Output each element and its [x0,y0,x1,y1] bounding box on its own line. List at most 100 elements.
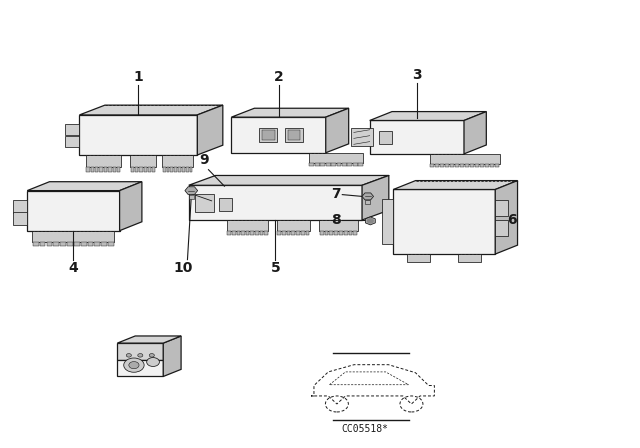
Polygon shape [79,115,197,155]
Polygon shape [120,182,142,231]
Polygon shape [370,121,464,154]
Polygon shape [178,168,181,172]
Circle shape [149,353,154,357]
Polygon shape [33,242,38,246]
Polygon shape [362,193,374,200]
Polygon shape [358,163,363,166]
Polygon shape [282,231,285,235]
Polygon shape [241,231,245,235]
Polygon shape [310,163,314,166]
Circle shape [126,353,131,357]
Polygon shape [99,168,103,172]
Polygon shape [362,176,389,220]
Polygon shape [455,164,460,167]
Polygon shape [380,130,392,144]
Polygon shape [60,242,66,246]
Polygon shape [394,190,495,254]
Polygon shape [152,168,156,172]
Polygon shape [232,117,326,153]
Polygon shape [95,168,99,172]
Circle shape [147,358,159,366]
Polygon shape [237,231,240,235]
Polygon shape [458,254,481,262]
Polygon shape [353,231,357,235]
Polygon shape [331,163,336,166]
Polygon shape [86,155,121,168]
Polygon shape [104,168,108,172]
Polygon shape [255,231,259,235]
Circle shape [124,358,144,372]
Polygon shape [470,164,474,167]
Polygon shape [334,231,338,235]
Polygon shape [91,168,94,172]
Polygon shape [140,168,143,172]
Polygon shape [197,105,223,155]
Polygon shape [27,182,142,190]
Polygon shape [189,185,362,220]
Polygon shape [337,163,341,166]
Text: 4: 4 [68,261,78,276]
Polygon shape [480,164,484,167]
Polygon shape [67,242,73,246]
Text: 9: 9 [199,153,209,167]
Polygon shape [330,231,333,235]
Polygon shape [450,164,454,167]
Polygon shape [287,231,291,235]
Polygon shape [65,136,79,147]
Polygon shape [475,164,479,167]
Polygon shape [117,360,163,376]
Polygon shape [53,242,59,246]
Polygon shape [227,231,231,235]
Text: 3: 3 [412,68,422,82]
Polygon shape [47,242,52,246]
Polygon shape [186,168,189,172]
Polygon shape [445,164,449,167]
Polygon shape [324,231,328,235]
Text: 8: 8 [331,212,340,227]
Polygon shape [291,231,295,235]
Polygon shape [135,168,138,172]
Polygon shape [260,231,263,235]
Polygon shape [305,231,309,235]
Text: 7: 7 [331,187,340,201]
Polygon shape [490,164,494,167]
Polygon shape [220,198,232,211]
Polygon shape [365,200,370,203]
Polygon shape [370,112,486,121]
Polygon shape [465,164,469,167]
Polygon shape [349,231,352,235]
Circle shape [129,362,139,369]
Text: 2: 2 [274,70,284,84]
Polygon shape [250,231,254,235]
Polygon shape [117,168,120,172]
Polygon shape [440,164,444,167]
Polygon shape [108,242,114,246]
Polygon shape [351,128,373,146]
Polygon shape [86,168,90,172]
Polygon shape [435,164,439,167]
Polygon shape [88,242,93,246]
Polygon shape [227,220,268,231]
Polygon shape [285,128,303,142]
Polygon shape [166,168,170,172]
Polygon shape [460,164,465,167]
Polygon shape [113,168,116,172]
Polygon shape [495,164,499,167]
Polygon shape [40,242,45,246]
Polygon shape [65,124,79,135]
Polygon shape [232,231,236,235]
Polygon shape [495,181,518,254]
Polygon shape [189,168,193,172]
Polygon shape [320,231,324,235]
Polygon shape [79,105,223,115]
Polygon shape [495,220,508,237]
Polygon shape [74,242,80,246]
Polygon shape [189,176,389,185]
Polygon shape [407,254,430,262]
Polygon shape [163,168,166,172]
Polygon shape [108,168,111,172]
Polygon shape [287,130,300,140]
Polygon shape [348,163,352,166]
Polygon shape [464,112,486,154]
Polygon shape [262,130,275,140]
